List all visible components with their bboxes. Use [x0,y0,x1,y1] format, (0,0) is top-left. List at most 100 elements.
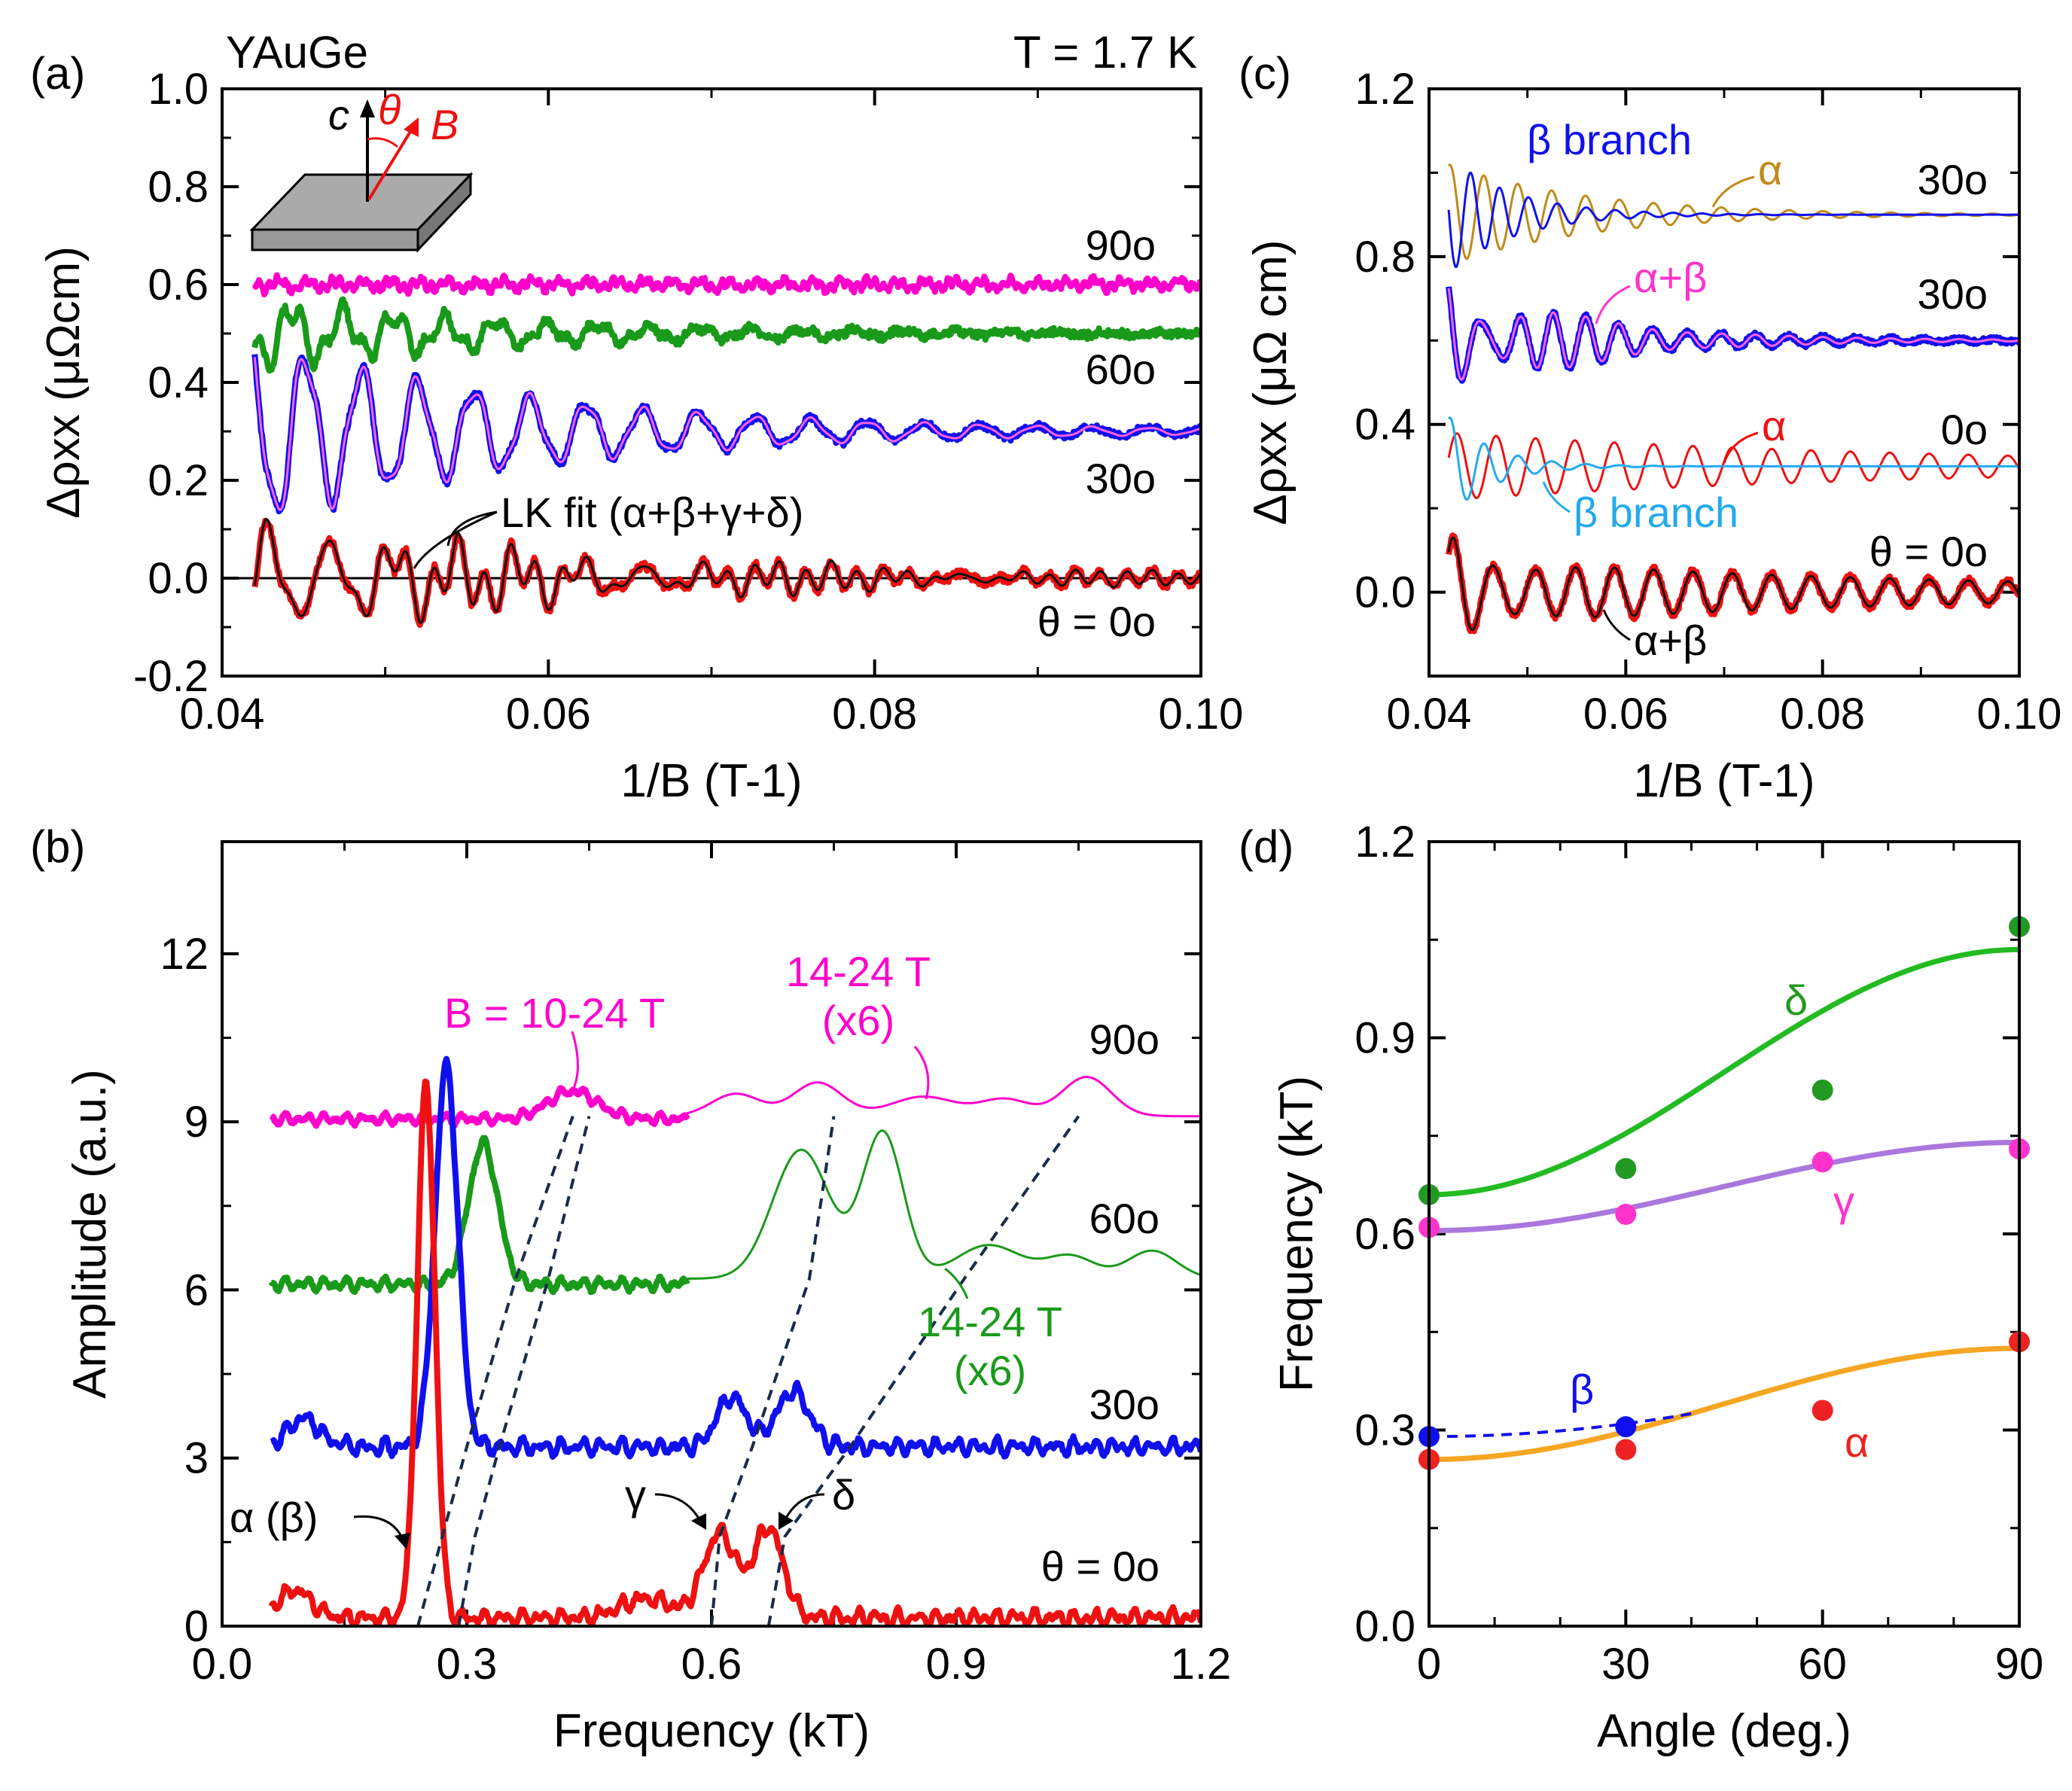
panel-d-label: (d) [1239,821,1293,872]
panel-d-fit-line [1429,1345,2019,1463]
panel-d-ytick-label: 0.3 [1354,1406,1415,1455]
scale-x6-label-90: (x6) [822,997,894,1044]
panel-c-series-line [1447,536,2019,632]
panel-c-ytick-label: 1.2 [1354,65,1415,114]
alpha-beta-arrowhead [395,1533,410,1549]
panel-b-guide-line [457,1116,591,1626]
panel-d: 0 30 60 90 0.0 0.3 0.6 0.9 1.2 Angle (deg.) Freque… [1271,818,2043,1757]
delta-arrowhead [779,1512,794,1530]
panel-b: 0.0 0.3 0.6 0.9 1.2 0 3 6 9 12 Frequency (kT) Ampli… [64,840,1231,1757]
beta-branch-label-30: β branch [1527,116,1692,163]
sample-inset: c θ B [249,86,474,253]
angle-label-30: 30o [1086,455,1156,502]
panel-a-annotations: (a) YAuGe T = 1.7 K 90o 60o 30o LK fit (… [30,27,1197,645]
panel-a-xtick-label: 0.10 [1159,690,1244,739]
panel-c: 0.04 0.06 0.08 0.10 0.0 0.4 0.8 1.2 1/B (T-1) Δρx… [1245,65,2061,807]
panel-b-label: (b) [30,821,85,872]
theta-arc [367,137,398,148]
panel-a-xaxis-label: 1/B (T-1) [620,755,802,807]
gamma-peak-label: γ [625,1471,646,1518]
panel-a-ytick-label: 1.0 [148,65,209,114]
panel-a-frame [221,87,1202,678]
panel-d-ytick-label: 1.2 [1354,818,1415,867]
panel-a-xtick-label: 0.08 [832,690,917,739]
panel-d-ytick-label: 0.9 [1354,1014,1415,1063]
gamma-series-label: γ [1833,1177,1854,1225]
angle-label-60: 60o [1086,346,1156,393]
angle-label-b-90: 90o [1089,1016,1159,1063]
b-field-label: B [431,101,459,148]
panel-b-xtick-label: 0.0 [192,1640,253,1689]
panel-c-series-line [1447,416,2019,501]
alpha-beta-label-0: α+β [1634,617,1707,664]
angle-label-b-30: 30o [1089,1381,1159,1428]
angle-label-b-0: θ = 0o [1041,1543,1159,1590]
panel-c-label: (c) [1239,48,1291,99]
angle-label-c-theta-0: θ = 0o [1869,528,1988,575]
panel-c-xtick-label: 0.10 [1977,690,2062,739]
panel-a-ytick-label: -0.2 [133,652,209,701]
panel-a-ytick-label: 0.0 [148,554,209,603]
panel-a-series-line [251,296,1201,374]
panel-b-annotations: (b) B = 10-24 T 14-24 T (x6) 90o 60o 30o… [30,821,1159,1590]
panel-b-xtick-label: 0.3 [437,1640,498,1689]
panel-d-xtick-label: 30 [1601,1640,1650,1689]
alpha-beta-leader-30 [1595,285,1631,324]
panel-a-ytick-label: 0.2 [148,456,209,505]
alpha-label-0: α [1762,402,1786,449]
field-range-label: B = 10-24 T [444,989,665,1037]
angle-label-c-0: 0o [1941,406,1988,453]
c-axis-arrowhead [360,99,375,117]
scale-x6-label-60: (x6) [954,1347,1026,1394]
panel-c-annotations: (c) β branch α 30o α+β 30o α 0o β branch… [1239,48,1988,664]
delta-leader [783,1493,825,1521]
panel-d-data-point [1811,1151,1833,1173]
field-range-x6-label-90: 14-24 T [786,948,931,995]
b-field-arrowhead [404,117,419,137]
panel-d-plot-area [1429,946,2019,1463]
panel-c-xtick-label: 0.04 [1387,690,1472,739]
panel-c-series-line [1447,432,2019,499]
panel-d-yaxis-label: Frequency (kT) [1271,1076,1323,1392]
panel-b-spectrum-line [687,1129,1201,1280]
panel-d-xaxis-label: Angle (deg.) [1597,1705,1851,1757]
panel-c-yaxis-label: Δρxx (μΩ cm) [1245,239,1297,525]
panel-b-plot-area [268,1055,1201,1626]
panel-a-ytick-label: 0.8 [148,163,209,212]
panel-c-xtick-label: 0.06 [1583,690,1668,739]
panel-a-series-line [253,357,1201,511]
alpha-leader-30 [1711,175,1755,208]
panel-c-series-line [1447,171,2019,269]
panel-a-yaxis-label: Δρxx (μΩcm) [38,246,90,519]
angle-label-b-60: 60o [1089,1195,1159,1242]
panel-b-ytick-label: 9 [184,1098,209,1147]
panel-a: 0.04 0.06 0.08 0.10 -0.2 0.0 0.2 0.4 0.6 0.8 1.0 1/… [38,65,1243,807]
panel-d-data-point [1615,1158,1637,1180]
panel-d-data-point [1811,1079,1833,1101]
alpha-leader-0 [1723,431,1759,464]
panel-c-xtick-label: 0.08 [1780,690,1865,739]
alpha-beta-label-30: α+β [1634,254,1707,301]
panel-a-series-line [251,272,1201,298]
panel-d-dashed-line [1429,1412,1692,1439]
panel-b-guide-line [766,1115,1080,1626]
alpha-series-label: α [1845,1418,1869,1466]
panel-a-xtick-label: 0.04 [180,690,265,739]
panel-b-xtick-label: 0.6 [681,1640,742,1689]
panel-b-frame [221,840,1202,1628]
panel-b-spectrum-line [268,1078,1201,1626]
panel-b-ytick-label: 0 [184,1602,209,1651]
panel-d-ytick-label: 0.0 [1354,1602,1415,1651]
c-axis-label: c [328,91,349,139]
angle-label-0: θ = 0o [1038,598,1156,645]
temperature-label: T = 1.7 K [1013,27,1197,78]
panel-a-xtick-label: 0.06 [506,690,591,739]
panel-a-series-line [253,518,1201,624]
panel-b-yaxis-label: Amplitude (a.u.) [64,1069,116,1399]
panel-c-series-line [1447,288,2019,381]
panel-b-xtick-label: 0.9 [926,1640,987,1689]
alpha-beta-peak-label: α (β) [230,1494,318,1541]
alpha-label-30: α [1758,146,1782,193]
delta-peak-label: δ [832,1471,855,1518]
panel-c-series-line [1447,163,2019,260]
